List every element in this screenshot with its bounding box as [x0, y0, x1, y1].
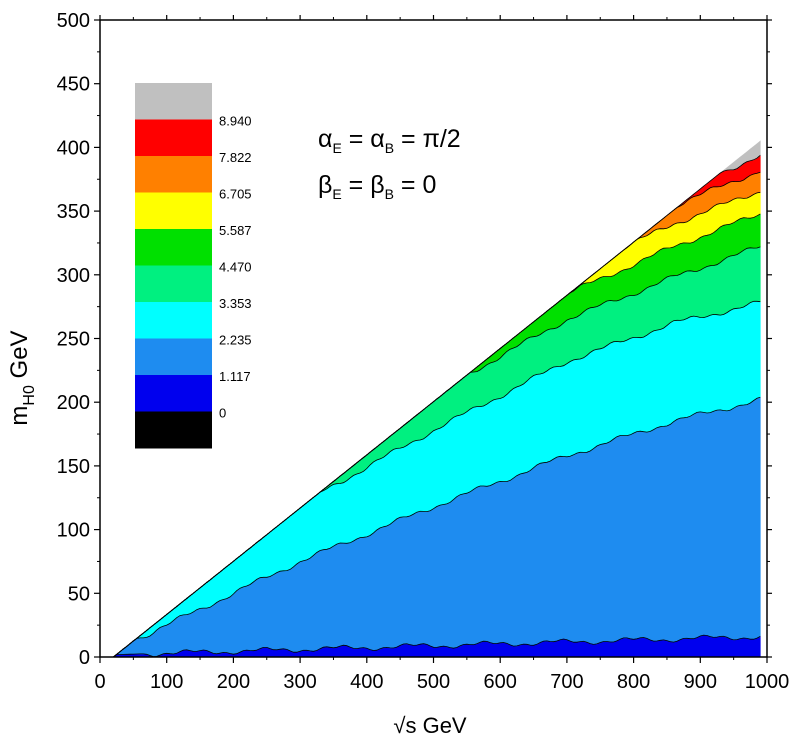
- y-tick-label: 300: [57, 265, 90, 287]
- contour-regions: [112, 140, 761, 658]
- legend-swatch: [135, 119, 212, 157]
- y-tick-label: 150: [57, 456, 90, 478]
- contour-line-1.117: [113, 634, 761, 658]
- color-legend: 0 1.117 2.235 3.353 4.470 5.587 6.705 7.822 8.94…: [135, 83, 252, 449]
- parameter-annotation: αE = αB = π/2 βE = βB = 0: [318, 125, 461, 202]
- legend-level-label: 4.470: [219, 260, 252, 275]
- x-tick-label: 600: [484, 671, 517, 693]
- legend-swatch: [135, 338, 212, 376]
- legend-swatch: [135, 302, 212, 339]
- annotation-line-1: αE = αB = π/2: [318, 125, 461, 156]
- contour-lines: [113, 154, 761, 658]
- legend-swatch: [135, 375, 212, 412]
- y-tick-label: 50: [68, 583, 90, 605]
- y-axis-label-unit: GeV: [6, 330, 33, 385]
- y-tick-label: 250: [57, 329, 90, 351]
- x-axis-ticks: 0 100 200 300 400 500 600 700 800 900 1000: [94, 15, 789, 693]
- legend-swatch: [135, 156, 212, 193]
- x-tick-label: 400: [350, 671, 383, 693]
- legend-swatch: [135, 265, 212, 303]
- y-tick-label: 500: [57, 10, 90, 32]
- y-tick-label: 400: [57, 137, 90, 159]
- contour-line-2.235: [113, 396, 761, 658]
- y-tick-label: 0: [79, 647, 90, 669]
- x-tick-label: 200: [217, 671, 250, 693]
- x-tick-label: 900: [684, 671, 717, 693]
- legend-level-label: 0: [219, 406, 226, 421]
- legend-swatch: [135, 83, 212, 120]
- legend-level-label: 3.353: [219, 296, 252, 311]
- x-tick-label: 800: [617, 671, 650, 693]
- y-tick-label: 350: [57, 201, 90, 223]
- x-tick-label: 1000: [745, 671, 790, 693]
- x-tick-label: 100: [150, 671, 183, 693]
- x-tick-label: 500: [417, 671, 450, 693]
- x-tick-label: 300: [283, 671, 316, 693]
- legend-level-label: 7.822: [219, 150, 252, 165]
- y-axis-ticks: 0 50 100 150 200 250 300 350 400 450 500: [57, 10, 772, 669]
- y-axis-label: mH0 GeV: [6, 330, 38, 425]
- legend-level-label: 5.587: [219, 223, 252, 238]
- y-axis-label-sub: H0: [21, 385, 38, 406]
- annotation-line-2: βE = βB = 0: [318, 171, 436, 202]
- x-tick-label: 0: [94, 671, 105, 693]
- y-tick-label: 200: [57, 392, 90, 414]
- x-tick-label: 700: [550, 671, 583, 693]
- legend-swatch: [135, 192, 212, 230]
- contour-line-8.940: [113, 154, 761, 658]
- y-tick-label: 450: [57, 74, 90, 96]
- legend-level-label: 1.117: [219, 369, 251, 384]
- legend-swatch: [135, 411, 212, 449]
- y-axis-label-main: m: [6, 406, 33, 426]
- legend-level-label: 2.235: [219, 333, 252, 348]
- y-tick-label: 100: [57, 520, 90, 542]
- legend-swatch: [135, 229, 212, 266]
- legend-level-label: 8.940: [219, 114, 252, 129]
- x-axis-label: √s GeV: [393, 713, 467, 738]
- legend-level-label: 6.705: [219, 187, 252, 202]
